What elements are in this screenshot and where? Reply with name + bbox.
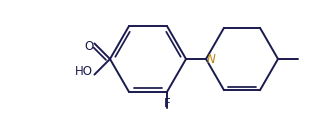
Text: N: N bbox=[207, 53, 216, 65]
Text: O: O bbox=[84, 40, 93, 53]
Text: HO: HO bbox=[75, 65, 92, 78]
Text: F: F bbox=[164, 97, 170, 110]
